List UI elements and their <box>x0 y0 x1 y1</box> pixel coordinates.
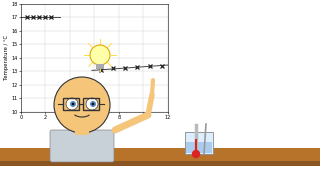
Text: Calculate the: Calculate the <box>194 16 286 29</box>
Text: ΔT: ΔT <box>205 56 275 101</box>
Circle shape <box>72 103 74 105</box>
Bar <box>75 120 89 135</box>
Circle shape <box>66 98 78 110</box>
Circle shape <box>90 45 110 65</box>
Bar <box>0 161 320 166</box>
Circle shape <box>86 98 98 110</box>
Circle shape <box>70 101 76 107</box>
Bar <box>83 98 99 110</box>
Circle shape <box>92 103 94 105</box>
Y-axis label: Temperature / °C: Temperature / °C <box>4 35 9 80</box>
Bar <box>63 98 79 110</box>
Bar <box>96 64 104 69</box>
Circle shape <box>90 101 96 107</box>
FancyBboxPatch shape <box>50 130 114 162</box>
Bar <box>0 148 320 162</box>
Circle shape <box>193 150 199 158</box>
Circle shape <box>54 77 110 133</box>
Bar <box>186 142 212 153</box>
Bar <box>185 132 213 154</box>
